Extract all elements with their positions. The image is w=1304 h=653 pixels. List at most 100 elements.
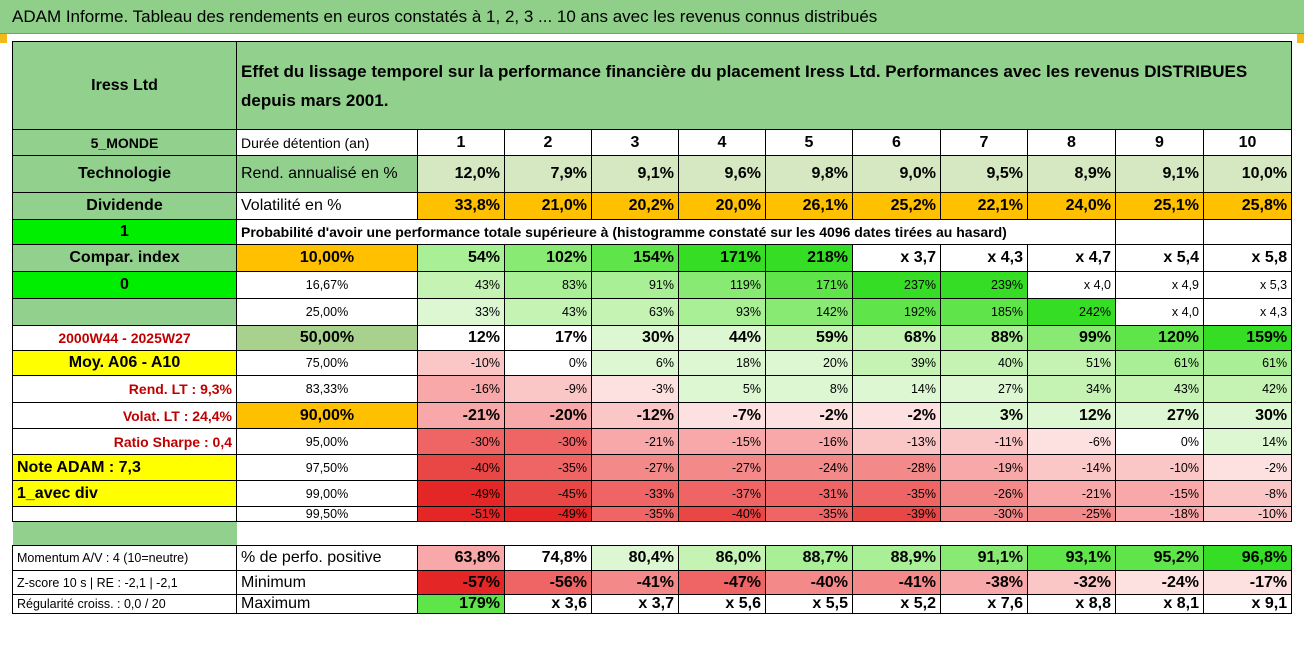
quantile-value: -10% bbox=[417, 350, 505, 376]
year-header: 1 bbox=[417, 129, 505, 156]
summary-left-label: Momentum A/V : 4 (10=neutre) bbox=[12, 545, 237, 571]
quantile-level: 25,00% bbox=[236, 298, 418, 326]
quantile-value: 171% bbox=[765, 271, 853, 299]
volatility-value: 25,1% bbox=[1115, 192, 1204, 220]
volatility-value: 26,1% bbox=[765, 192, 853, 220]
quantile-value: -28% bbox=[852, 454, 941, 481]
quantile-value: 237% bbox=[852, 271, 941, 299]
region-label: 5_MONDE bbox=[12, 129, 237, 156]
note-adam-label: Note ADAM : 7,3 bbox=[12, 454, 237, 481]
quantile-value: x 3,7 bbox=[852, 244, 941, 272]
quantile-value: -9% bbox=[504, 375, 592, 403]
quantile-value: 39% bbox=[852, 350, 941, 376]
quantile-value: 218% bbox=[765, 244, 853, 272]
quantile-value: -7% bbox=[678, 402, 766, 429]
quantile-value: 14% bbox=[1202, 428, 1293, 455]
annualized-value: 12,0% bbox=[417, 155, 505, 193]
volatility-value: 20,2% bbox=[591, 192, 679, 220]
quantile-value: x 4,0 bbox=[1027, 271, 1116, 299]
summary-value: -40% bbox=[765, 570, 853, 595]
spacer-cell bbox=[12, 521, 237, 546]
summary-row: Momentum A/V : 4 (10=neutre)% de perfo. … bbox=[12, 545, 1293, 571]
quantile-level: 83,33% bbox=[236, 375, 418, 403]
quantile-value: -35% bbox=[504, 454, 592, 481]
quantile-row: Note ADAM : 7,3 97,50% -40% -35% -27% -27% -24… bbox=[12, 454, 1293, 481]
quantile-value: -40% bbox=[417, 454, 505, 481]
summary-value: 88,7% bbox=[765, 545, 853, 571]
quantile-value: -39% bbox=[852, 506, 941, 522]
summary-value: -38% bbox=[940, 570, 1028, 595]
quantile-value: 171% bbox=[678, 244, 766, 272]
compar-index-label: Compar. index bbox=[12, 244, 237, 272]
quantile-value: 83% bbox=[504, 271, 592, 299]
year-header: 3 bbox=[591, 129, 679, 156]
flag-one: 1 bbox=[12, 219, 237, 245]
summary-value: x 5,5 bbox=[765, 594, 853, 614]
quantile-value: -45% bbox=[504, 480, 592, 507]
quantile-value: -10% bbox=[1115, 454, 1204, 481]
quantile-value: 59% bbox=[765, 325, 853, 351]
quantile-level: 97,50% bbox=[236, 454, 418, 481]
quantile-value: -13% bbox=[852, 428, 941, 455]
quantile-value: 8% bbox=[765, 375, 853, 403]
year-header: 4 bbox=[678, 129, 766, 156]
years-row: 5_MONDE Durée détention (an) 1 2 3 4 5 6 7 8 9 10 bbox=[12, 129, 1293, 156]
avec-div-label: 1_avec div bbox=[12, 480, 237, 507]
annualized-value: 10,0% bbox=[1202, 155, 1293, 193]
duration-label: Durée détention (an) bbox=[236, 129, 418, 156]
quantile-value: -8% bbox=[1202, 480, 1293, 507]
spacer-cell bbox=[417, 521, 505, 546]
quantile-value: -35% bbox=[765, 506, 853, 522]
summary-value: 88,9% bbox=[852, 545, 941, 571]
sector-label: Technologie bbox=[12, 155, 237, 193]
volatility-value: 25,2% bbox=[852, 192, 941, 220]
spacer-cell bbox=[504, 521, 592, 546]
quantile-level: 16,67% bbox=[236, 271, 418, 299]
spacer-cell bbox=[1027, 521, 1116, 546]
annualized-value: 7,9% bbox=[504, 155, 592, 193]
summary-value: -57% bbox=[417, 570, 505, 595]
quantile-value: 27% bbox=[1115, 402, 1204, 429]
summary-value: 95,2% bbox=[1115, 545, 1204, 571]
quantile-value: 5% bbox=[678, 375, 766, 403]
quantile-value: -14% bbox=[1027, 454, 1116, 481]
summary-row: Z-score 10 s | RE : -2,1 | -2,1 Minimum -5… bbox=[12, 570, 1293, 595]
quantile-level: 10,00% bbox=[236, 244, 418, 272]
quantile-value: 61% bbox=[1202, 350, 1293, 376]
annualized-value: 9,6% bbox=[678, 155, 766, 193]
quantile-row: 0 16,67% 43% 83% 91% 119% 171% 237% 239% x 4,0 x 4… bbox=[12, 271, 1293, 299]
quantile-value: 159% bbox=[1202, 325, 1293, 351]
quantile-value: 154% bbox=[591, 244, 679, 272]
quantile-value: 91% bbox=[591, 271, 679, 299]
left-empty bbox=[12, 298, 237, 326]
quantile-row: Volat. LT : 24,4% 90,00% -21% -20% -12% -7% -2… bbox=[12, 402, 1293, 429]
quantile-value: -49% bbox=[504, 506, 592, 522]
dividend-label: Dividende bbox=[12, 192, 237, 220]
summary-value: 63,8% bbox=[417, 545, 505, 571]
quantile-value: 43% bbox=[1115, 375, 1204, 403]
summary-value: -32% bbox=[1027, 570, 1116, 595]
quantile-value: -10% bbox=[1202, 506, 1293, 522]
summary-value: -47% bbox=[678, 570, 766, 595]
volatility-value: 24,0% bbox=[1027, 192, 1116, 220]
quantile-value: x 4,3 bbox=[1202, 298, 1293, 326]
quantile-value: x 4,3 bbox=[940, 244, 1028, 272]
header-text: Effet du lissage temporel sur la perform… bbox=[235, 41, 1293, 130]
spacer-cell bbox=[236, 521, 418, 546]
year-header: 8 bbox=[1027, 129, 1116, 156]
quantile-value: 119% bbox=[678, 271, 766, 299]
quantile-value: 142% bbox=[765, 298, 853, 326]
summary-value: 91,1% bbox=[940, 545, 1028, 571]
quantile-value: x 5,4 bbox=[1115, 244, 1204, 272]
quantile-value: 12% bbox=[417, 325, 505, 351]
summary-value: x 7,6 bbox=[940, 594, 1028, 614]
quantile-value: -35% bbox=[591, 506, 679, 522]
summary-value: 80,4% bbox=[591, 545, 679, 571]
summary-value: x 5,2 bbox=[852, 594, 941, 614]
summary-value: x 3,6 bbox=[504, 594, 592, 614]
volat-lt-label: Volat. LT : 24,4% bbox=[12, 402, 237, 429]
quantile-value: -21% bbox=[591, 428, 679, 455]
annualized-value: 9,1% bbox=[591, 155, 679, 193]
company-name: Iress Ltd bbox=[12, 41, 237, 130]
quantile-value: 18% bbox=[678, 350, 766, 376]
